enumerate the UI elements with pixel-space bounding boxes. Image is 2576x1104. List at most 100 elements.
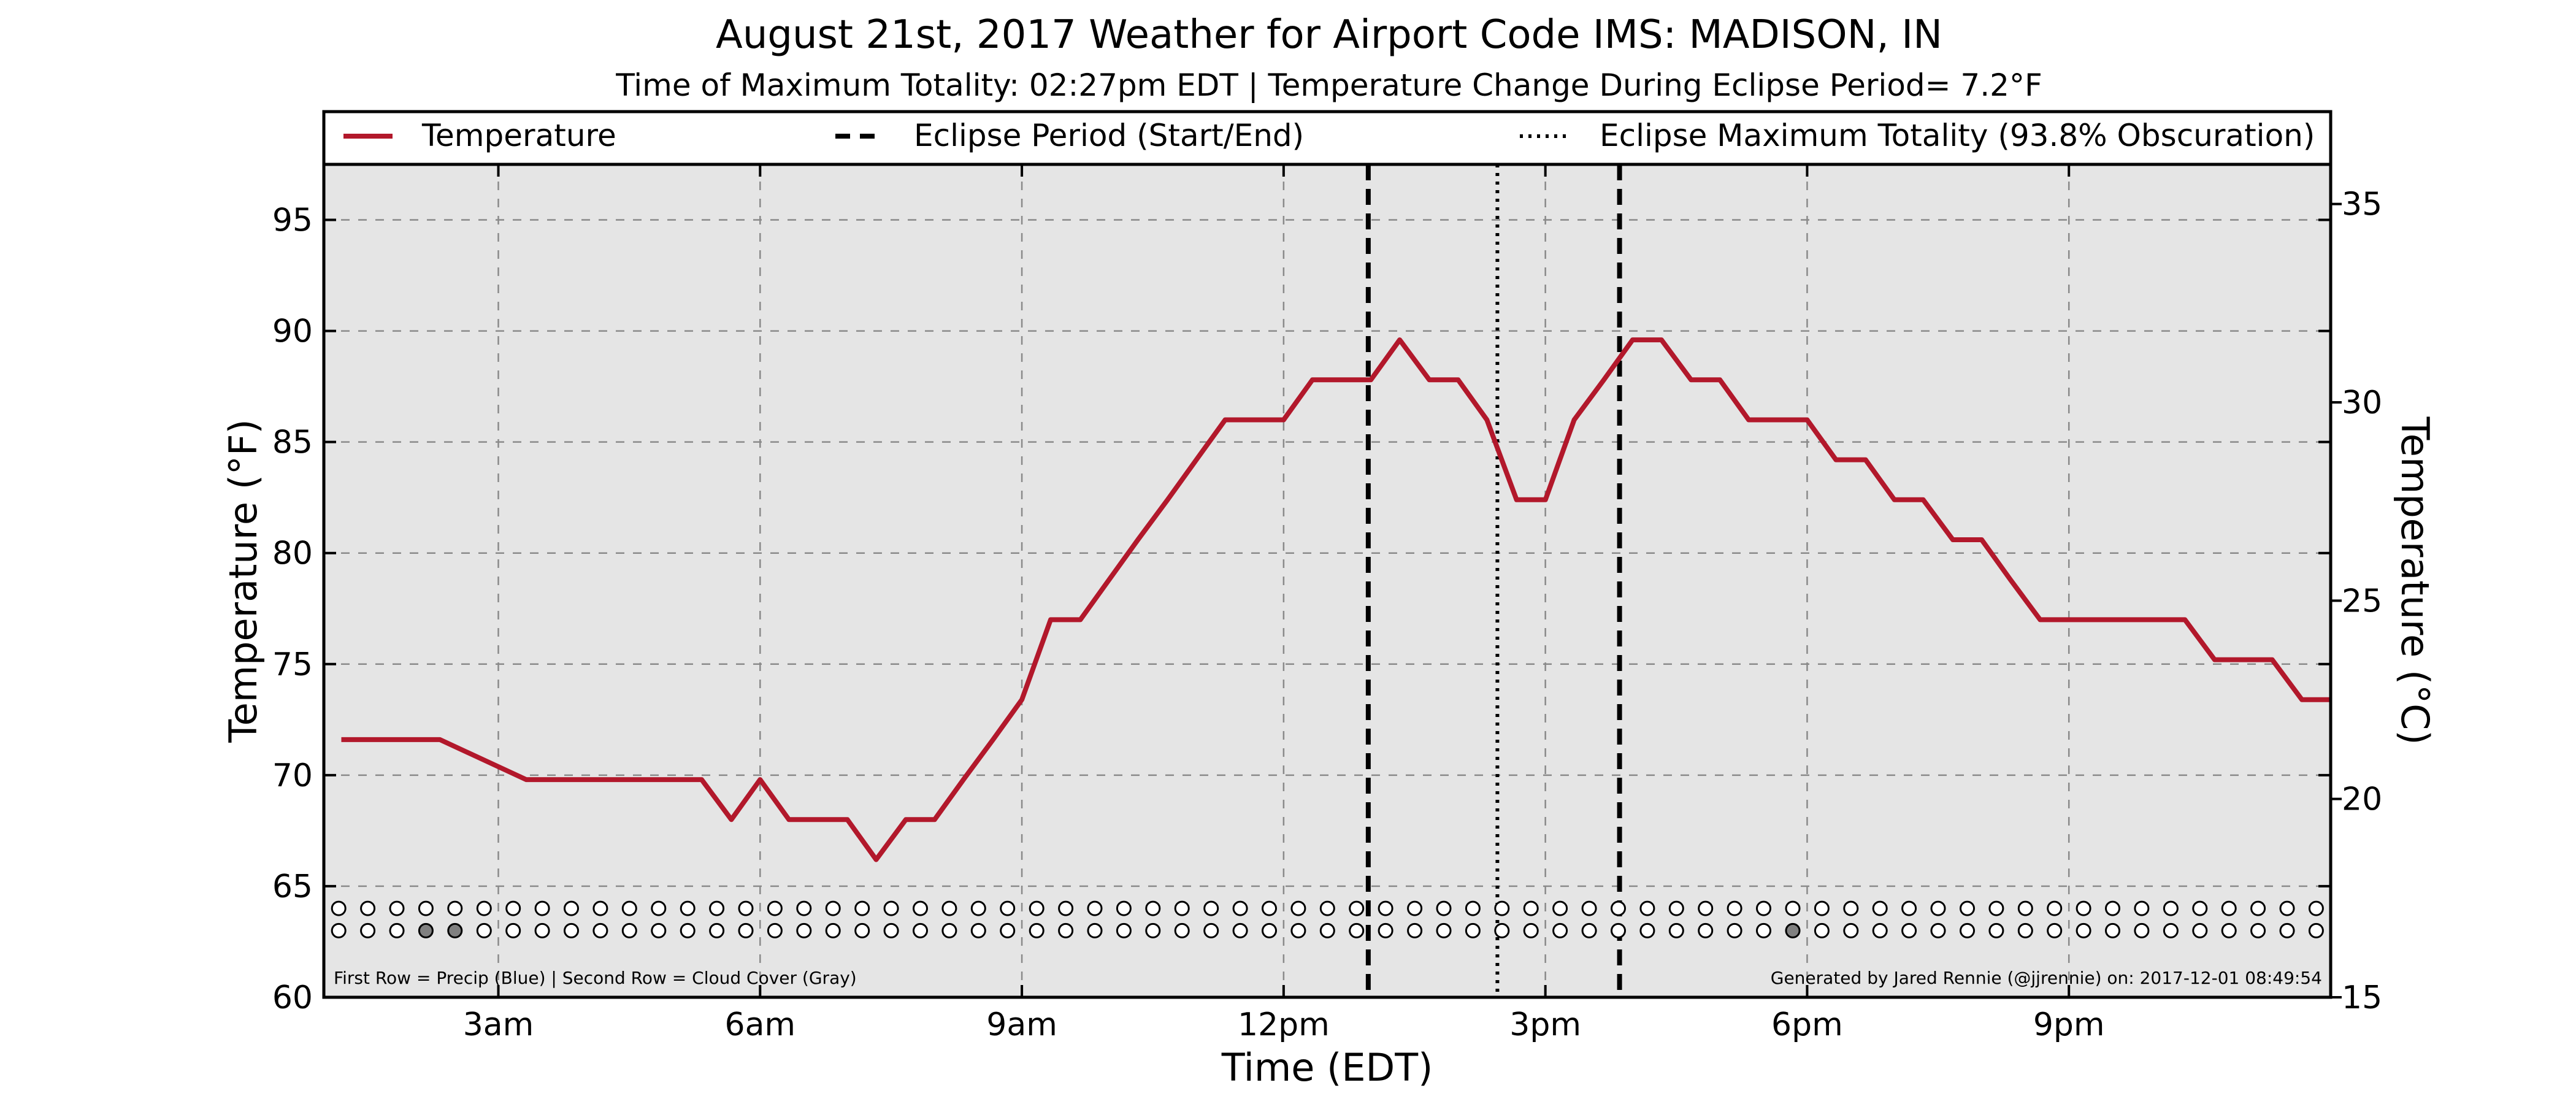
precip-marker bbox=[913, 900, 928, 916]
cloud-marker bbox=[1581, 922, 1597, 938]
y-tick-label: 85 bbox=[272, 424, 313, 461]
cloud-marker bbox=[1087, 922, 1103, 938]
axis-ticks: 60 65 70 75 80 85 90 95 15 20 25 30 35 3am 6am 9am 12pm 3… bbox=[272, 164, 2382, 1043]
cloud-marker bbox=[534, 922, 550, 938]
cloud-marker bbox=[1203, 922, 1219, 938]
cloud-marker bbox=[2221, 922, 2237, 938]
x-tick-label: 6pm bbox=[1771, 1006, 1843, 1043]
legend-eclipse-max-label: Eclipse Maximum Totality (93.8% Obscurat… bbox=[1600, 118, 2315, 153]
precip-marker bbox=[389, 900, 405, 916]
cloud-marker bbox=[651, 922, 667, 938]
cloud-marker bbox=[447, 922, 463, 938]
precip-marker bbox=[1058, 900, 1074, 916]
cloud-marker bbox=[2105, 922, 2120, 938]
cloud-marker bbox=[1756, 922, 1771, 938]
cloud-marker bbox=[2163, 922, 2179, 938]
precip-marker bbox=[564, 900, 579, 916]
cloud-marker bbox=[1988, 922, 2004, 938]
cloud-marker bbox=[1349, 922, 1365, 938]
cloud-marker bbox=[680, 922, 696, 938]
cloud-marker bbox=[1814, 922, 1830, 938]
cloud-marker bbox=[970, 922, 986, 938]
cloud-marker bbox=[1378, 922, 1393, 938]
precip-marker bbox=[2163, 900, 2179, 916]
precip-marker bbox=[1785, 900, 1801, 916]
cloud-marker bbox=[1145, 922, 1161, 938]
cloud-marker bbox=[1290, 922, 1306, 938]
legend-temperature-label: Temperature bbox=[421, 118, 616, 153]
precip-marker bbox=[1232, 900, 1248, 916]
y-tick-label: 60 bbox=[272, 979, 313, 1016]
precip-marker bbox=[1814, 900, 1830, 916]
cloud-marker bbox=[476, 922, 492, 938]
precip-marker bbox=[534, 900, 550, 916]
cloud-marker bbox=[564, 922, 579, 938]
precip-marker bbox=[1523, 900, 1539, 916]
precip-marker bbox=[1349, 900, 1365, 916]
y-axis-label-right: Temperature (°C) bbox=[2393, 416, 2437, 745]
precip-marker bbox=[1668, 900, 1684, 916]
precip-marker bbox=[767, 900, 783, 916]
y-right-tick-label: 35 bbox=[2342, 186, 2382, 223]
precip-marker bbox=[447, 900, 463, 916]
cloud-marker bbox=[738, 922, 754, 938]
cloud-marker bbox=[1058, 922, 1074, 938]
cloud-marker bbox=[418, 922, 434, 938]
precip-marker bbox=[476, 900, 492, 916]
footnote-right: Generated by Jared Rennie (@jjrennie) on… bbox=[1771, 968, 2322, 988]
precip-marker bbox=[825, 900, 841, 916]
y-axis-label: Temperature (°F) bbox=[221, 419, 266, 743]
precip-cloud-rows bbox=[331, 900, 2324, 938]
cloud-marker bbox=[389, 922, 405, 938]
cloud-marker bbox=[2279, 922, 2295, 938]
precip-marker bbox=[1436, 900, 1452, 916]
cloud-marker bbox=[1639, 922, 1655, 938]
cloud-marker bbox=[1262, 922, 1277, 938]
cloud-marker bbox=[1232, 922, 1248, 938]
cloud-marker bbox=[2047, 922, 2063, 938]
precip-marker bbox=[2076, 900, 2091, 916]
precip-marker bbox=[1145, 900, 1161, 916]
cloud-marker bbox=[1698, 922, 1714, 938]
precip-marker bbox=[1639, 900, 1655, 916]
precip-marker bbox=[2221, 900, 2237, 916]
precip-marker bbox=[796, 900, 812, 916]
precip-marker bbox=[1087, 900, 1103, 916]
precip-marker bbox=[331, 900, 347, 916]
precip-marker bbox=[1116, 900, 1132, 916]
cloud-marker bbox=[1668, 922, 1684, 938]
precip-marker bbox=[709, 900, 725, 916]
precip-marker bbox=[2017, 900, 2033, 916]
precip-marker bbox=[2250, 900, 2266, 916]
x-tick-label: 9am bbox=[986, 1006, 1057, 1043]
precip-marker bbox=[1581, 900, 1597, 916]
y-tick-label: 70 bbox=[272, 757, 313, 794]
cloud-marker bbox=[2017, 922, 2033, 938]
cloud-marker bbox=[767, 922, 783, 938]
precip-marker bbox=[1872, 900, 1888, 916]
precip-marker bbox=[1756, 900, 1771, 916]
chart-title: August 21st, 2017 Weather for Airport Co… bbox=[716, 12, 1942, 58]
plot-frame bbox=[322, 163, 2333, 999]
cloud-marker bbox=[1552, 922, 1568, 938]
series-layer bbox=[341, 337, 2331, 862]
y-tick-label: 75 bbox=[272, 646, 313, 683]
precip-marker bbox=[1378, 900, 1393, 916]
precip-marker bbox=[418, 900, 434, 916]
cloud-marker bbox=[331, 922, 347, 938]
cloud-marker bbox=[2250, 922, 2266, 938]
y-tick-label: 95 bbox=[272, 202, 313, 239]
cloud-marker bbox=[2192, 922, 2208, 938]
cloud-marker bbox=[1611, 922, 1626, 938]
cloud-marker bbox=[913, 922, 928, 938]
precip-marker bbox=[1203, 900, 1219, 916]
cloud-marker bbox=[1407, 922, 1423, 938]
y-tick-label: 90 bbox=[272, 313, 313, 350]
precip-marker bbox=[1029, 900, 1045, 916]
precip-marker bbox=[1290, 900, 1306, 916]
precip-marker bbox=[360, 900, 376, 916]
precip-marker bbox=[592, 900, 608, 916]
precip-marker bbox=[680, 900, 696, 916]
x-tick-label: 12pm bbox=[1238, 1006, 1330, 1043]
